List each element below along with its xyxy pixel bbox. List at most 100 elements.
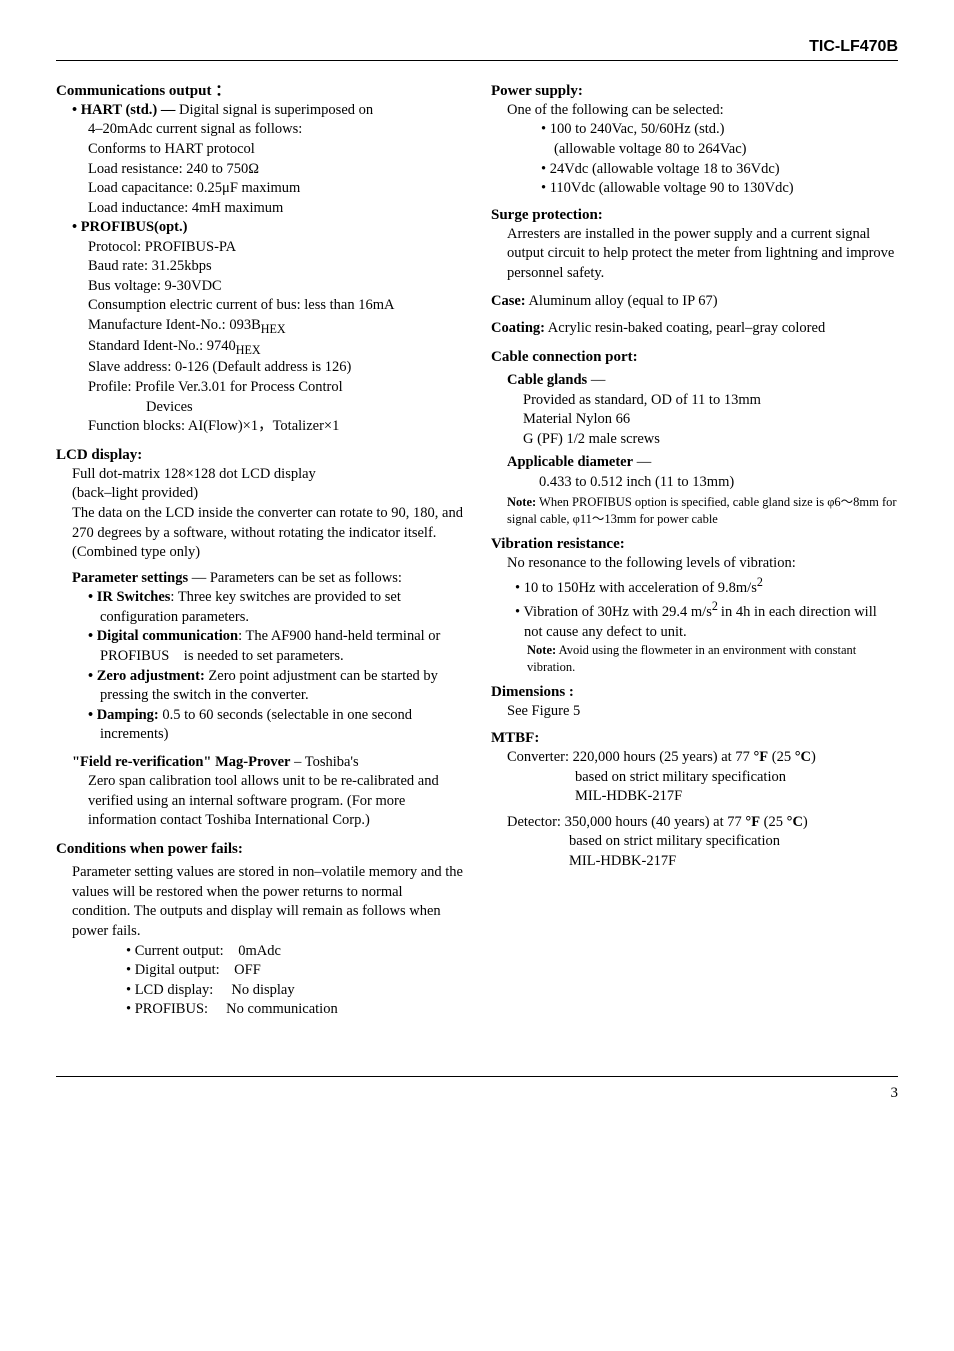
params-title: Parameter settings [72,570,188,586]
lcd-l3: The data on the LCD inside the converter… [72,504,463,563]
hart-l2: Conforms to HART protocol [88,140,463,160]
hart-l1: 4–20mAdc current signal as follows: [88,120,463,140]
diam-dash: — [633,454,651,470]
mtbf-det-b2: MIL-HDBK-217F [569,852,898,872]
hart-l3: Load resistance: 240 to 750Ω [88,160,463,180]
power-i3: • 110Vdc (allowable voltage 90 to 130Vdc… [541,179,898,199]
vib-i2a: • Vibration of 30Hz with 29.4 m/s [515,604,712,620]
profibus-l7: Slave address: 0-126 (Default address is… [88,358,463,378]
coating-body: Acrylic resin-baked coating, pearl–gray … [545,320,825,336]
right-column: Power supply: One of the following can b… [491,75,898,1020]
mtbf-conv-b1: based on strict military specification [575,768,898,788]
cond-title: Conditions when power fails: [56,839,463,859]
surge-body: Arresters are installed in the power sup… [507,225,898,284]
power-i2: • 24Vdc (allowable voltage 18 to 36Vdc) [541,160,898,180]
vib-title: Vibration resistance: [491,534,898,554]
mtbf-det3: ) [803,814,808,830]
mtbf-f1: °F [753,749,768,765]
dim-body: See Figure 5 [507,702,898,722]
profibus-l4: Consumption electric current of bus: les… [88,296,463,316]
header-rule: TIC-LF470B [56,36,898,61]
profibus-l9: Function blocks: AI(Flow)×1，Totalizer×1 [88,417,463,437]
profibus-l5: Manufacture Ident-No.: 093BHEX [88,316,463,337]
hart-head-bold: • HART (std.) — [72,102,175,118]
param-damp: • Damping: 0.5 to 60 seconds (selectable… [88,706,463,745]
lcd-l1: Full dot-matrix 128×128 dot LCD display [72,465,463,485]
params-title-row: Parameter settings — Parameters can be s… [72,569,463,589]
mtbf-title: MTBF: [491,728,898,748]
vib-note-body: Avoid using the flowmeter in an environm… [527,643,856,674]
hart-l5: Load inductance: 4mH maximum [88,199,463,219]
mtbf-det-b1: based on strict military specification [569,832,898,852]
param-damp-b: • Damping: [88,707,159,723]
profibus-head-b: • PROFIBUS(opt.) [72,219,187,235]
cable-note: Note: When PROFIBUS option is specified,… [507,494,898,528]
profibus-l2: Baud rate: 31.25kbps [88,257,463,277]
surge-title: Surge protection: [491,205,898,225]
profibus-l5s: HEX [261,322,286,336]
cond-i1: • Current output: 0mAdc [126,942,463,962]
power-title: Power supply: [491,81,898,101]
profibus-l1: Protocol: PROFIBUS-PA [88,238,463,258]
vib-i1s: 2 [757,575,763,589]
mtbf-det: Detector: 350,000 hours (40 years) at 77… [507,813,898,833]
coating-title: Coating: [491,320,545,336]
vib-i1a: • 10 to 150Hz with acceleration of 9.8m/… [515,580,757,596]
profibus-l6s: HEX [236,343,261,357]
param-ir-b: • IR Switches [88,589,170,605]
field-body: Zero span calibration tool allows unit t… [88,772,463,831]
lcd-title: LCD display: [56,445,463,465]
glands-title-row: Cable glands — [507,371,898,391]
mtbf-c2: °C [787,814,803,830]
profibus-l6p: Standard Ident-No.: 9740 [88,338,236,354]
left-column: Communications output ： • HART (std.) — … [56,75,463,1020]
vib-i2: • Vibration of 30Hz with 29.4 m/s2 in 4h… [515,598,898,642]
page-number: 3 [56,1083,898,1103]
cond-i2: • Digital output: OFF [126,961,463,981]
footer-rule [56,1076,898,1077]
field-title: "Field re-verification" Mag-Prover [72,754,290,770]
mtbf-c1: °C [795,749,811,765]
two-column-layout: Communications output ： • HART (std.) — … [56,75,898,1020]
field-title2: – Toshiba's [290,754,358,770]
mtbf-conv1: Converter: 220,000 hours (25 years) at 7… [507,749,753,765]
mtbf-f2: °F [745,814,760,830]
profibus-l3: Bus voltage: 9-30VDC [88,277,463,297]
case-body: Aluminum alloy (equal to IP 67) [526,293,718,309]
hart-head: • HART (std.) — Digital signal is superi… [72,101,463,121]
hart-desc: Digital signal is superimposed on [175,102,373,118]
diam-title-row: Applicable diameter — [507,453,898,473]
vib-i2s: 2 [712,599,721,613]
hart-l4: Load capacitance: 0.25μF maximum [88,179,463,199]
cond-i4: • PROFIBUS: No communication [126,1000,463,1020]
param-dig: • Digital communication: The AF900 hand-… [88,627,463,666]
power-i1b: (allowable voltage 80 to 264Vac) [554,140,898,160]
vib-note: Note: Avoid using the flowmeter in an en… [527,642,898,676]
profibus-l8: Profile: Profile Ver.3.01 for Process Co… [88,378,463,398]
profibus-l5p: Manufacture Ident-No.: 093B [88,317,261,333]
diam-title: Applicable diameter [507,454,633,470]
vib-note-lead: Note: [527,643,556,657]
param-ir: • IR Switches: Three key switches are pr… [88,588,463,627]
cable-note-body: When PROFIBUS option is specified, cable… [507,495,897,526]
glands-l1: Provided as standard, OD of 11 to 13mm [523,391,898,411]
cond-i3: • LCD display: No display [126,981,463,1001]
cable-note-lead: Note: [507,495,536,509]
param-zero-b: • Zero adjustment: [88,668,205,684]
model-number: TIC-LF470B [809,38,898,55]
vib-i1: • 10 to 150Hz with acceleration of 9.8m/… [515,574,898,598]
param-zero: • Zero adjustment: Zero point adjustment… [88,667,463,706]
param-dig-b: • Digital communication [88,628,238,644]
params-title2: — Parameters can be set as follows: [188,570,402,586]
case-title: Case: [491,293,526,309]
profibus-head: • PROFIBUS(opt.) [72,218,463,238]
mtbf-det1: Detector: 350,000 hours (40 years) at 77 [507,814,745,830]
comm-title: Communications output ： [56,81,463,101]
profibus-l6: Standard Ident-No.: 9740HEX [88,337,463,358]
vib-sub: No resonance to the following levels of … [507,554,898,574]
field-title-row: "Field re-verification" Mag-Prover – Tos… [72,753,463,773]
glands-title: Cable glands [507,372,587,388]
mtbf-det2: (25 [760,814,787,830]
mtbf-conv-b2: MIL-HDBK-217F [575,787,898,807]
glands-l3: G (PF) 1/2 male screws [523,430,898,450]
